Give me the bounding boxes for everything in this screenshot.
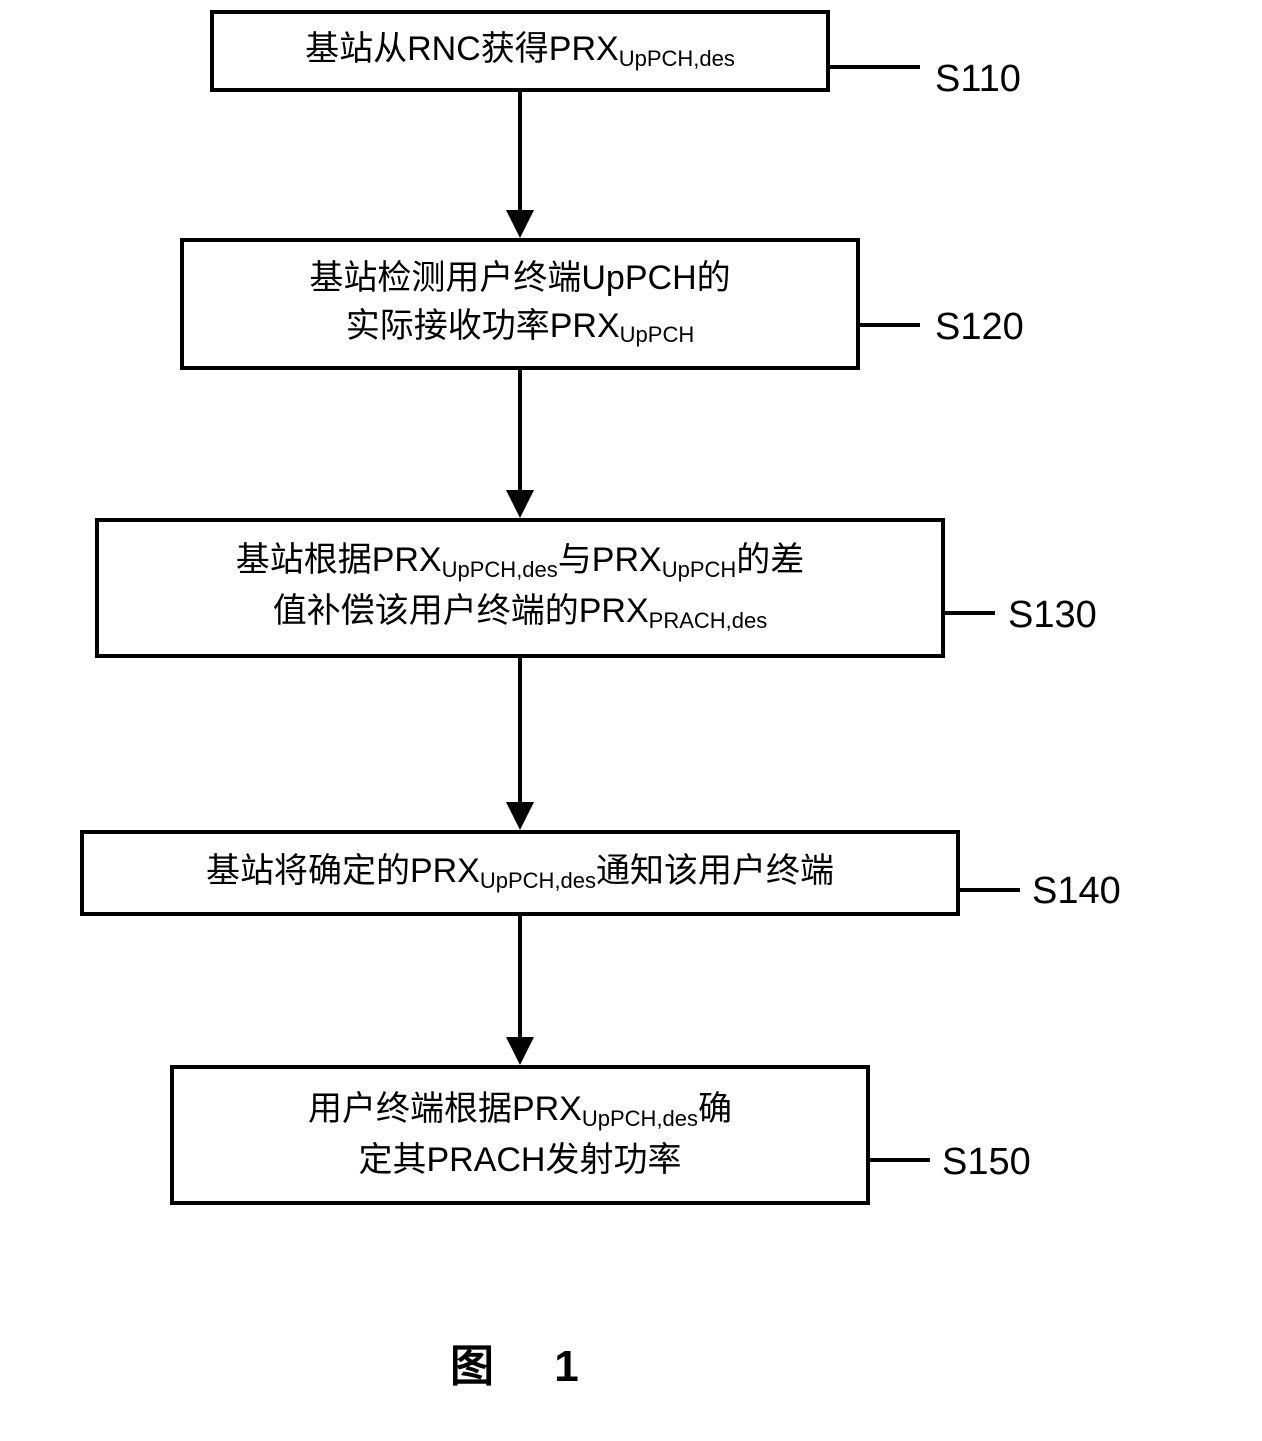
figure-caption: 图 1 (450, 1330, 603, 1394)
arrow-line (518, 370, 522, 490)
label-connector (960, 888, 1020, 892)
flowchart-node-s120: 基站检测用户终端UpPCH的 实际接收功率PRXUpPCH (180, 238, 860, 370)
node-text: 基站根据PRXUpPCH,des与PRXUpPCH的差 值补偿该用户终端的PRX… (236, 537, 805, 638)
node-text: 基站从RNC获得PRXUpPCH,des (305, 26, 735, 77)
label-connector (945, 611, 995, 615)
arrow-head-icon (506, 1037, 534, 1065)
arrow-line (518, 92, 522, 210)
flowchart-node-s110: 基站从RNC获得PRXUpPCH,des (210, 10, 830, 92)
flowchart-node-s150: 用户终端根据PRXUpPCH,des确 定其PRACH发射功率 (170, 1065, 870, 1205)
step-label-s130: S130 (1008, 594, 1097, 637)
step-label-s140: S140 (1032, 870, 1121, 913)
arrow-line (518, 658, 522, 802)
step-label-s110: S110 (935, 58, 1021, 101)
flowchart-node-s130: 基站根据PRXUpPCH,des与PRXUpPCH的差 值补偿该用户终端的PRX… (95, 518, 945, 658)
arrow-line (518, 916, 522, 1037)
node-text: 基站检测用户终端UpPCH的 实际接收功率PRXUpPCH (309, 255, 730, 353)
arrow-head-icon (506, 802, 534, 830)
node-text: 基站将确定的PRXUpPCH,des通知该用户终端 (206, 848, 834, 899)
arrow-head-icon (506, 490, 534, 518)
label-connector (860, 323, 920, 327)
label-connector (870, 1158, 930, 1162)
step-label-s150: S150 (942, 1141, 1031, 1184)
step-label-s120: S120 (935, 306, 1024, 349)
flowchart-node-s140: 基站将确定的PRXUpPCH,des通知该用户终端 (80, 830, 960, 916)
arrow-head-icon (506, 210, 534, 238)
label-connector (830, 65, 920, 69)
node-text: 用户终端根据PRXUpPCH,des确 定其PRACH发射功率 (308, 1086, 732, 1184)
